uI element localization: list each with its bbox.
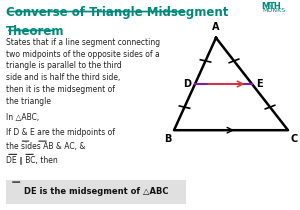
Text: the sides AB & AC, &: the sides AB & AC, & [6, 142, 85, 151]
Text: If D & E are the midpoints of: If D & E are the midpoints of [6, 128, 115, 137]
Text: A: A [212, 21, 220, 32]
Text: D: D [184, 79, 191, 89]
Text: Theorem: Theorem [6, 25, 64, 38]
Text: C: C [290, 134, 298, 144]
Text: M: M [261, 2, 269, 11]
Text: In △ABC,: In △ABC, [6, 113, 39, 122]
Text: DE ∥ BC, then: DE ∥ BC, then [6, 155, 58, 164]
Text: ⋀: ⋀ [265, 2, 270, 8]
Text: Converse of Triangle Midsegment: Converse of Triangle Midsegment [6, 6, 228, 19]
Text: TH: TH [268, 2, 281, 11]
Text: E: E [256, 79, 263, 89]
Text: MONKS: MONKS [262, 8, 285, 13]
Text: DE is the midsegment of △ABC: DE is the midsegment of △ABC [24, 187, 168, 196]
Text: B: B [164, 134, 172, 144]
Text: States that if a line segment connecting
two midpoints of the opposite sides of : States that if a line segment connecting… [6, 38, 160, 106]
FancyBboxPatch shape [6, 180, 186, 204]
